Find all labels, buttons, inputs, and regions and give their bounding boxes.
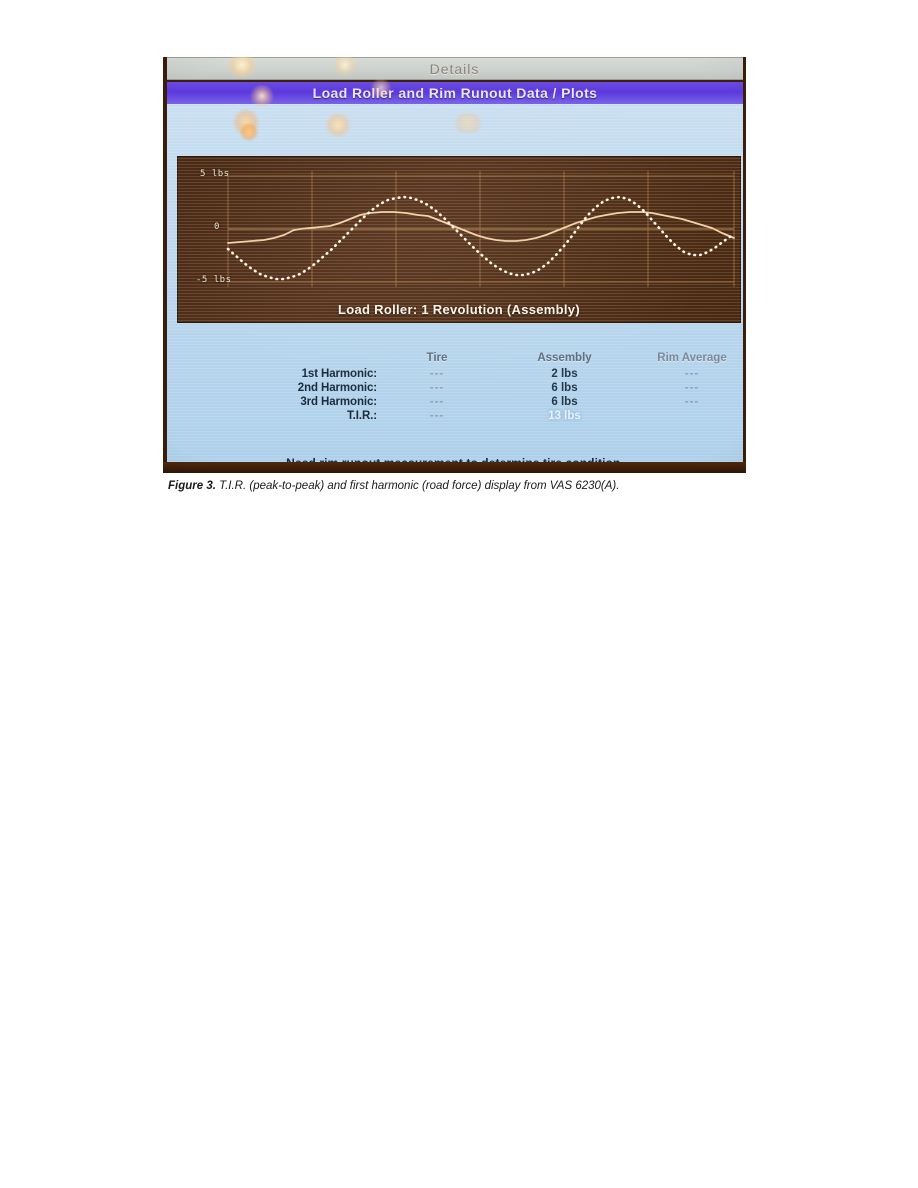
figure-caption-text: T.I.R. (peak-to-peak) and first harmonic… bbox=[215, 480, 620, 492]
cell-rim-average-2nd-harmonic: --- bbox=[684, 382, 700, 394]
cell-assembly-1st-harmonic: 2 lbs bbox=[551, 368, 578, 380]
table-row: 2nd Harmonic: --- 6 lbs --- bbox=[177, 381, 746, 395]
section-banner-title: Load Roller and Rim Runout Data / Plots bbox=[312, 85, 598, 101]
section-banner: Load Roller and Rim Runout Data / Plots bbox=[165, 82, 745, 105]
figure-caption: Figure 3. T.I.R. (peak-to-peak) and firs… bbox=[168, 480, 768, 492]
cell-tire-2nd-harmonic: --- bbox=[429, 382, 445, 394]
cell-assembly-2nd-harmonic: 6 lbs bbox=[551, 382, 578, 394]
solid-trace bbox=[227, 211, 735, 244]
cell-rim-average-tir bbox=[632, 409, 746, 423]
column-header-tire: Tire bbox=[426, 352, 448, 364]
bezel-right bbox=[743, 57, 746, 473]
device-screen-photo: Details Load Roller and Rim Runout Data … bbox=[163, 57, 746, 473]
table-row: 3rd Harmonic: --- 6 lbs --- bbox=[177, 395, 746, 409]
bezel-left bbox=[163, 57, 167, 473]
window-title: Details bbox=[429, 60, 480, 77]
row-label-3rd-harmonic: 3rd Harmonic: bbox=[300, 396, 377, 408]
row-label-2nd-harmonic: 2nd Harmonic: bbox=[297, 382, 377, 394]
plot-canvas bbox=[226, 171, 736, 287]
table-header-row: Tire Assembly Rim Average bbox=[177, 351, 746, 367]
figure-number: Figure 3. bbox=[168, 480, 216, 492]
harmonics-results-table: Tire Assembly Rim Average 1st Harmonic: … bbox=[177, 351, 733, 423]
cell-rim-average-1st-harmonic: --- bbox=[684, 368, 700, 380]
column-header-assembly: Assembly bbox=[537, 352, 592, 364]
dotted-trace bbox=[226, 195, 736, 281]
row-label-tir: T.I.R.: bbox=[347, 410, 377, 422]
window-titlebar: Details bbox=[165, 57, 744, 80]
bezel-bottom bbox=[163, 462, 746, 473]
load-roller-plot[interactable]: 5 lbs 0 -5 lbs Load Roller: 1 Revolution… bbox=[177, 156, 741, 323]
y-axis-label-mid: 0 bbox=[214, 222, 220, 232]
column-header-rim-average: Rim Average bbox=[657, 352, 727, 364]
app-body: 5 lbs 0 -5 lbs Load Roller: 1 Revolution… bbox=[167, 104, 743, 470]
cell-rim-average-3rd-harmonic: --- bbox=[684, 396, 700, 408]
y-axis-label-bottom: -5 lbs bbox=[196, 275, 232, 285]
cell-assembly-tir: 13 lbs bbox=[548, 410, 581, 422]
cell-tire-3rd-harmonic: --- bbox=[429, 396, 445, 408]
cell-tire-1st-harmonic: --- bbox=[429, 368, 445, 380]
table-row: T.I.R.: --- 13 lbs bbox=[177, 409, 746, 423]
cell-assembly-3rd-harmonic: 6 lbs bbox=[551, 396, 578, 408]
y-axis-label-top: 5 lbs bbox=[200, 169, 230, 179]
cell-tire-tir: --- bbox=[429, 410, 445, 422]
row-label-1st-harmonic: 1st Harmonic: bbox=[301, 368, 377, 380]
plot-caption: Load Roller: 1 Revolution (Assembly) bbox=[338, 302, 580, 317]
table-row: 1st Harmonic: --- 2 lbs --- bbox=[177, 367, 746, 381]
column-header-blank bbox=[177, 351, 377, 367]
